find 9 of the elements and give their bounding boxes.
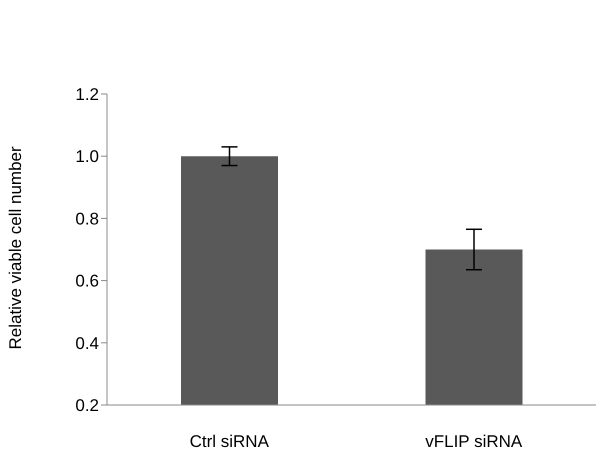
y-tick-label: 0.8 xyxy=(75,209,99,228)
y-axis-title: Relative viable cell number xyxy=(6,146,26,350)
y-tick-label: 0.2 xyxy=(75,396,99,416)
y-tick-label: 0.4 xyxy=(75,334,99,353)
y-tick-label: 1.2 xyxy=(75,85,99,104)
y-tick-label: 1.0 xyxy=(75,147,99,166)
x-tick-label: Ctrl siRNA xyxy=(190,432,270,452)
y-tick-label: 0.6 xyxy=(75,272,99,291)
x-tick-label: vFLIP siRNA xyxy=(425,432,523,452)
